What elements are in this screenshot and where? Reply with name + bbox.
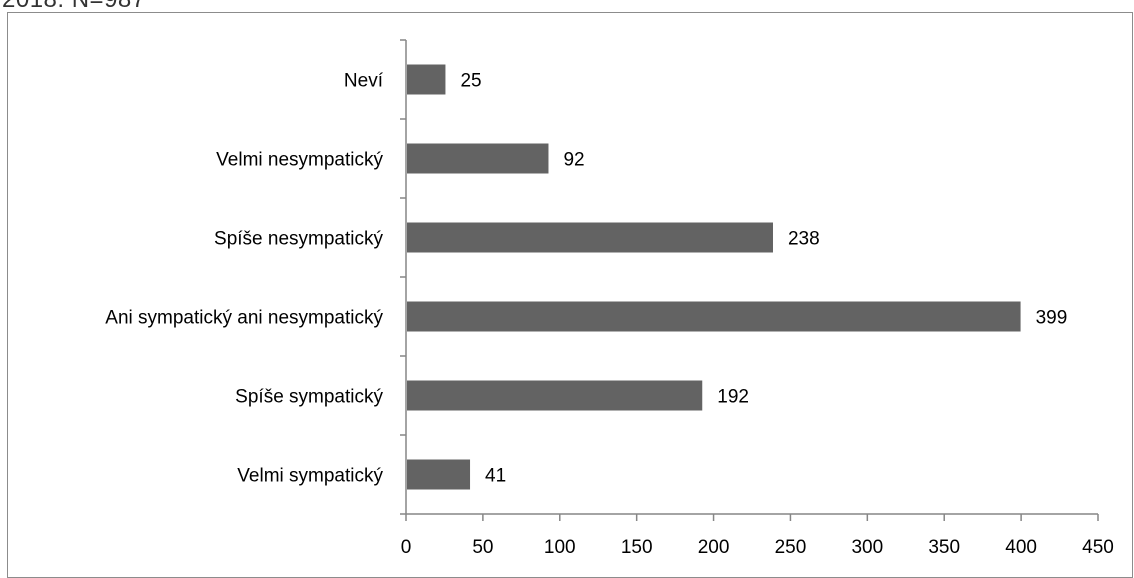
value-label: 41 (485, 466, 506, 487)
x-tick-label: 200 (698, 537, 730, 558)
x-tick-label: 100 (544, 537, 576, 558)
axes (400, 39, 1099, 521)
category-label: Velmi nesympatický (216, 150, 383, 171)
x-tick-label: 350 (928, 537, 960, 558)
value-label: 238 (788, 229, 820, 250)
category-labels: Neví Velmi nesympatický Spíše nesympatick… (105, 71, 383, 487)
bar (407, 64, 446, 95)
category-label: Spíše sympatický (235, 387, 383, 408)
chart-area (7, 12, 1133, 578)
bars (407, 64, 1021, 490)
x-tick-label: 450 (1082, 537, 1114, 558)
bar (407, 301, 1021, 332)
category-label: Velmi sympatický (237, 466, 383, 487)
x-tick-labels: 0 50 100 150 200 250 300 350 400 450 (401, 537, 1114, 558)
bar (407, 380, 703, 411)
value-labels: 25 92 238 399 192 41 (460, 71, 1067, 487)
bar (407, 222, 773, 253)
category-label: Ani sympatický ani nesympatický (105, 308, 383, 329)
x-tick-label: 300 (851, 537, 883, 558)
value-label: 92 (563, 150, 584, 171)
category-label: Neví (344, 71, 384, 92)
bar (407, 459, 471, 490)
value-label: 25 (460, 71, 481, 92)
x-tick-label: 50 (472, 537, 493, 558)
bar (407, 143, 549, 174)
value-label: 399 (1036, 308, 1068, 329)
category-label: Spíše nesympatický (214, 229, 383, 250)
x-tick-label: 150 (621, 537, 653, 558)
value-label: 192 (717, 387, 749, 408)
x-tick-label: 250 (775, 537, 807, 558)
x-tick-label: 0 (401, 537, 412, 558)
chart-title-fragment: 2018. N=987 (2, 0, 146, 14)
x-tick-label: 400 (1005, 537, 1037, 558)
